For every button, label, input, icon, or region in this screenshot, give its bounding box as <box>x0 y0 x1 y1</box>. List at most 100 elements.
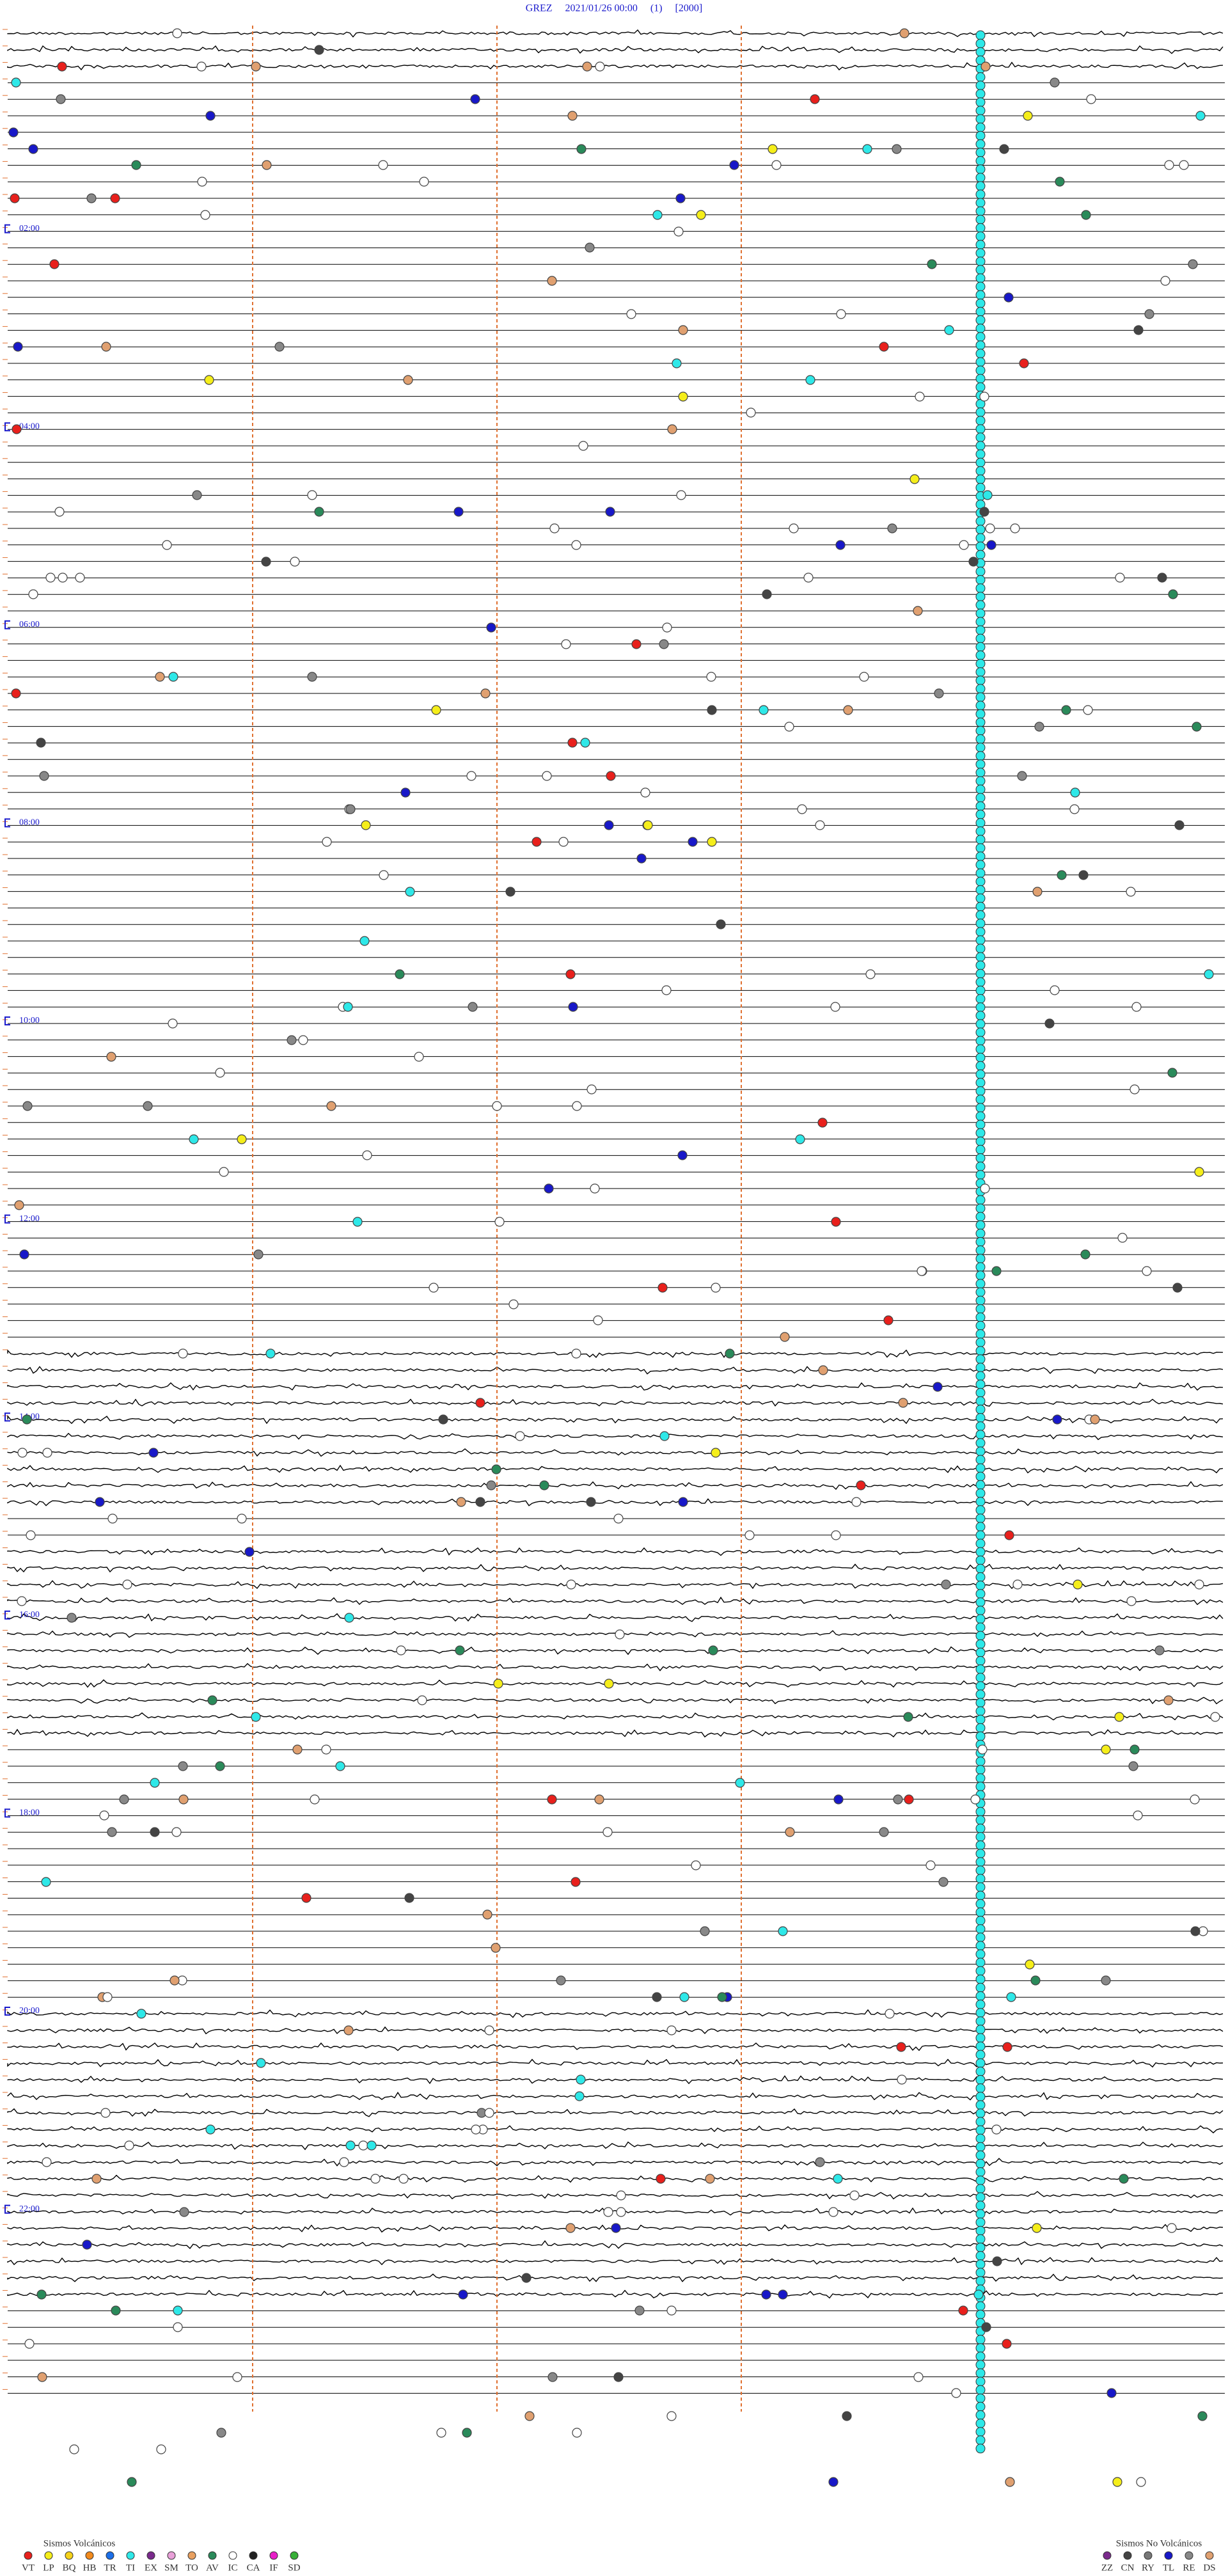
tremor-marker <box>975 357 986 367</box>
event <box>938 1877 949 1887</box>
event <box>102 1992 113 2002</box>
event <box>849 2190 860 2201</box>
tremor-marker <box>975 365 986 375</box>
event <box>666 2305 677 2316</box>
event <box>366 2140 377 2151</box>
event <box>951 2388 961 2398</box>
hour-label: 18:00 <box>19 1808 40 1818</box>
trace <box>7 1646 1224 1655</box>
event <box>168 672 178 682</box>
tremor-marker <box>975 1547 986 1557</box>
event <box>897 2074 907 2085</box>
event <box>1030 1975 1041 1986</box>
event <box>576 2074 586 2085</box>
tremor-marker <box>975 525 986 535</box>
event <box>150 1827 160 1837</box>
legend-label: TR <box>104 2563 116 2573</box>
tremor-marker <box>975 81 986 91</box>
event <box>265 1348 276 1359</box>
tremor-marker <box>975 667 986 677</box>
trace <box>7 2289 1224 2299</box>
tremor-marker <box>975 2351 986 2362</box>
event <box>1163 1695 1174 1705</box>
tremor-marker <box>975 1170 986 1180</box>
event <box>830 1002 840 1012</box>
event <box>678 325 688 335</box>
event <box>817 1118 828 1128</box>
event <box>352 1217 363 1227</box>
tremor-marker <box>975 332 986 342</box>
tremor-marker <box>975 324 986 333</box>
tremor-marker <box>975 315 986 325</box>
event <box>480 688 491 699</box>
tremor-marker <box>975 1228 986 1238</box>
tremor-marker <box>975 1002 986 1013</box>
tremor-marker <box>975 659 986 668</box>
tremor-marker <box>975 592 986 602</box>
tremor-marker <box>975 851 986 862</box>
event <box>1005 2477 1015 2487</box>
legend-label: TO <box>185 2563 198 2573</box>
event <box>107 1513 118 1524</box>
tremor-marker <box>975 1597 986 1608</box>
event <box>28 589 38 599</box>
event <box>716 919 726 929</box>
event <box>544 1183 554 1194</box>
event <box>631 639 642 649</box>
event <box>667 424 677 434</box>
event <box>1168 589 1178 599</box>
legend-label: RE <box>1183 2563 1195 2573</box>
event <box>917 1266 927 1276</box>
tremor-marker <box>975 617 986 627</box>
tremor-marker <box>975 1966 986 1976</box>
legend-label: RY <box>1142 2563 1154 2573</box>
tremor-marker <box>975 1438 986 1448</box>
trace <box>7 2273 1224 2282</box>
tremor-marker <box>975 516 986 526</box>
tremor-marker <box>975 1639 986 1649</box>
event <box>244 1547 255 1557</box>
event <box>986 540 996 550</box>
tremor-marker <box>975 1916 986 1925</box>
tremor-marker <box>975 2360 986 2370</box>
tremor-marker <box>975 927 986 937</box>
tremor-marker <box>975 1714 986 1725</box>
event <box>828 2207 838 2217</box>
event <box>1136 2477 1146 2487</box>
event <box>344 1613 354 1623</box>
tremor-marker <box>975 1237 986 1247</box>
tremor-marker <box>975 1497 986 1506</box>
event <box>101 342 111 352</box>
trace <box>7 2026 1224 2035</box>
tremor-marker <box>975 700 986 711</box>
event <box>707 837 717 847</box>
tremor-marker <box>975 1664 986 1674</box>
tremor-marker <box>975 1815 986 1825</box>
legend-swatch <box>85 2551 94 2560</box>
tremor-marker <box>975 717 986 727</box>
event <box>1190 1926 1200 1936</box>
event <box>1017 771 1027 781</box>
event <box>706 672 716 682</box>
event <box>606 771 616 781</box>
tremor-marker <box>975 910 986 920</box>
event <box>652 210 663 220</box>
event <box>370 2174 381 2184</box>
event <box>615 1629 625 1640</box>
event <box>1090 1414 1100 1425</box>
event <box>1032 887 1043 897</box>
event <box>307 672 317 682</box>
event <box>958 2305 968 2316</box>
trace <box>7 2207 1224 2216</box>
tremor-marker <box>975 1254 986 1264</box>
trace <box>7 2042 1224 2051</box>
trace <box>7 2141 1224 2151</box>
event <box>287 1035 297 1045</box>
legend-swatch <box>1164 2551 1173 2560</box>
tremor-marker <box>975 801 986 811</box>
tremor-marker <box>975 1731 986 1741</box>
tremor-marker <box>975 449 986 459</box>
trace <box>7 1481 1224 1490</box>
event <box>571 540 581 550</box>
tremor-marker <box>975 952 986 962</box>
